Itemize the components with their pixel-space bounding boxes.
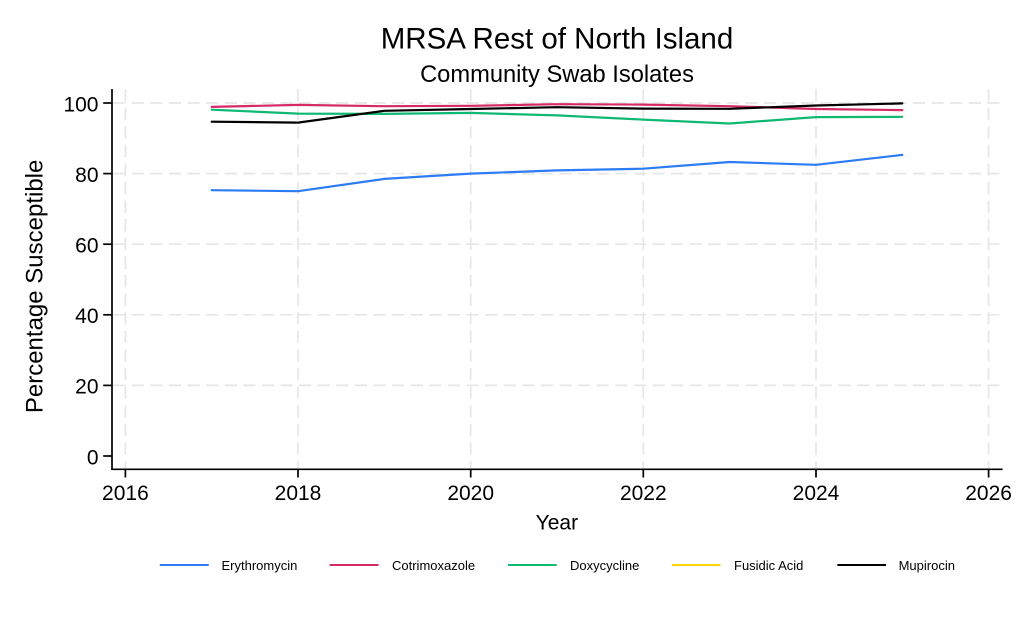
svg-text:2016: 2016: [102, 482, 149, 505]
svg-text:2026: 2026: [965, 482, 1012, 505]
svg-text:2020: 2020: [447, 482, 494, 505]
svg-text:20: 20: [75, 376, 98, 399]
svg-text:2022: 2022: [620, 482, 667, 505]
svg-text:Community Swab Isolates: Community Swab Isolates: [420, 62, 694, 88]
svg-text:2018: 2018: [275, 482, 322, 505]
svg-text:Mupirocin: Mupirocin: [899, 558, 955, 573]
svg-text:MRSA Rest of North Island: MRSA Rest of North Island: [381, 23, 734, 56]
svg-text:0: 0: [87, 446, 99, 469]
svg-text:Cotrimoxazole: Cotrimoxazole: [392, 558, 475, 573]
svg-text:Percentage Susceptible: Percentage Susceptible: [21, 160, 48, 413]
svg-text:Year: Year: [536, 512, 578, 535]
svg-text:60: 60: [75, 235, 98, 258]
svg-text:Doxycycline: Doxycycline: [570, 558, 639, 573]
svg-text:80: 80: [75, 164, 98, 187]
svg-text:100: 100: [63, 93, 98, 116]
svg-text:Fusidic Acid: Fusidic Acid: [734, 558, 803, 573]
svg-text:2024: 2024: [793, 482, 840, 505]
svg-text:Erythromycin: Erythromycin: [222, 558, 298, 573]
svg-text:40: 40: [75, 305, 98, 328]
